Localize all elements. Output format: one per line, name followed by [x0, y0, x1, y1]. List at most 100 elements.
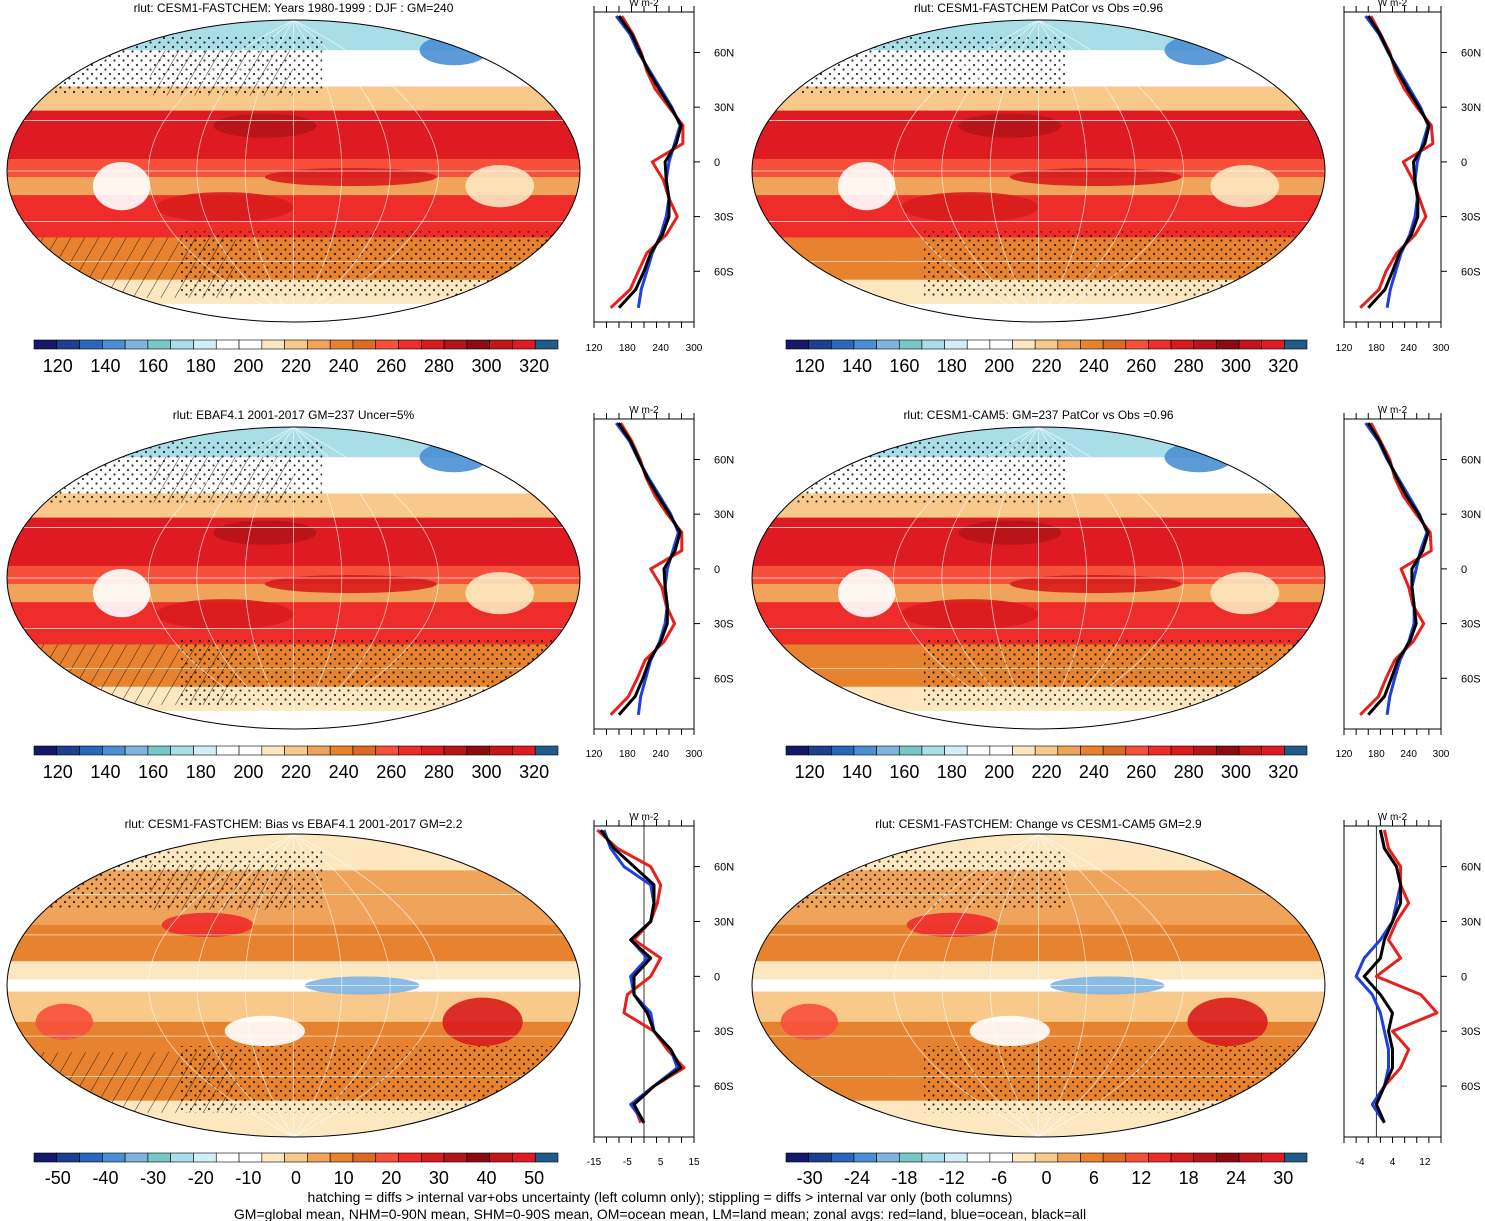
- colorbar-swatch: [989, 339, 1013, 350]
- zonal-lat-label: 60N: [1461, 454, 1481, 466]
- colorbar-swatch: [170, 1152, 194, 1163]
- zonal-unit: W m-2: [629, 812, 659, 823]
- map-outline: [751, 426, 1326, 730]
- zonal-x-label: 15: [688, 1157, 700, 1168]
- colorbar-swatch: [876, 339, 900, 350]
- colorbar-swatch: [238, 339, 263, 350]
- colorbar-swatch: [33, 339, 58, 350]
- colorbar-swatch: [261, 1152, 285, 1163]
- colorbar-swatch: [1080, 1152, 1104, 1163]
- field-blob: [264, 167, 437, 187]
- graticule-lon: [293, 834, 343, 1137]
- colorbar-swatch: [831, 1152, 855, 1163]
- colorbar-swatch: [352, 1152, 377, 1163]
- colorbar-label: 140: [90, 356, 120, 376]
- colorbar-swatch: [398, 745, 422, 756]
- graticule-lon: [941, 20, 1039, 322]
- field-blob: [1164, 35, 1234, 66]
- zonal-lat-label: 0: [1461, 971, 1467, 983]
- hatching: [7, 1052, 237, 1113]
- colorbar-swatch: [375, 745, 399, 756]
- colorbar-swatch: [466, 339, 490, 350]
- zonal-x-label: -4: [1356, 1157, 1365, 1168]
- colorbar-swatch: [329, 339, 354, 350]
- colorbar-swatch: [1125, 745, 1149, 756]
- colorbar-label: 200: [984, 356, 1014, 376]
- colorbar-label: 260: [376, 762, 406, 782]
- field-blob: [1210, 571, 1280, 615]
- graticule-lon: [1038, 427, 1088, 729]
- stippling: [752, 35, 1068, 96]
- field-blob: [92, 568, 151, 618]
- map-field: [752, 20, 1325, 322]
- colorbar-swatch: [966, 745, 991, 756]
- colorbar-label: 120: [795, 356, 825, 376]
- zonal-lat-label: 30S: [1461, 212, 1481, 224]
- colorbar-swatch: [1080, 745, 1104, 756]
- colorbar-swatch: [1193, 745, 1217, 756]
- colorbar-label: -18: [891, 1168, 917, 1188]
- graticule-lon: [293, 834, 439, 1137]
- zonal-lat-label: 60N: [1461, 862, 1481, 874]
- colorbar-swatch: [1034, 339, 1059, 350]
- colorbar-label: 280: [1174, 762, 1204, 782]
- panel-title: rlut: CESM1-CAM5: GM=237 PatCor vs Obs =…: [903, 408, 1173, 422]
- colorbar-label: 20: [381, 1168, 401, 1188]
- colorbar-swatch: [853, 1152, 877, 1163]
- colorbar-swatch: [1012, 339, 1036, 350]
- zonal-series-all: [617, 15, 683, 309]
- zonal-lat-label: 60N: [714, 454, 734, 466]
- zonal-x-label: 240: [652, 343, 669, 354]
- colorbar-swatch: [193, 1152, 217, 1163]
- colorbar-label: 200: [233, 762, 263, 782]
- graticule-lon: [1038, 20, 1088, 322]
- graticule-lon: [1038, 20, 1136, 322]
- colorbar-label: 240: [329, 762, 359, 782]
- colorbar-swatch: [56, 339, 80, 350]
- zonal-x-label: 300: [686, 343, 703, 354]
- zonal-unit: W m-2: [629, 0, 659, 9]
- colorbar-swatch: [1034, 745, 1059, 756]
- field-blob: [1009, 574, 1182, 594]
- zonal-lat-label: 30S: [714, 1026, 734, 1038]
- colorbar-label: 6: [1089, 1168, 1099, 1188]
- colorbar-swatch: [534, 745, 559, 756]
- colorbar-swatch: [284, 1152, 308, 1163]
- zonal-unit: W m-2: [1378, 0, 1408, 9]
- colorbar-swatch: [489, 1152, 513, 1163]
- colorbar-swatch: [898, 745, 923, 756]
- field-blob: [465, 571, 535, 615]
- colorbar-label: -6: [991, 1168, 1007, 1188]
- colorbar-swatch: [876, 745, 900, 756]
- colorbar-swatch: [466, 1152, 490, 1163]
- zonal-x-label: 240: [1400, 749, 1417, 760]
- zonal-x-label: 240: [1400, 343, 1417, 354]
- field-blob: [419, 442, 489, 473]
- field-blob: [213, 520, 317, 545]
- colorbar-label: -40: [92, 1168, 118, 1188]
- colorbar-swatch: [1261, 1152, 1285, 1163]
- colorbar-swatch: [443, 1152, 468, 1163]
- graticule-lon: [293, 427, 343, 729]
- zonal-x-label: 4: [1390, 1157, 1396, 1168]
- colorbar-swatch: [944, 339, 968, 350]
- zonal-x-label: 180: [1368, 343, 1385, 354]
- field-blob: [958, 113, 1062, 138]
- colorbar-swatch: [921, 745, 945, 756]
- colorbar-label: 10: [334, 1168, 354, 1188]
- colorbar-swatch: [443, 745, 468, 756]
- colorbar-swatch: [785, 1152, 809, 1163]
- graticule-lon: [1038, 834, 1088, 1137]
- colorbar-swatch: [512, 339, 536, 350]
- colorbar-swatch: [898, 1152, 923, 1163]
- colorbar-label: 300: [1221, 762, 1251, 782]
- panel-title: rlut: CESM1-FASTCHEM: Years 1980-1999 : …: [134, 1, 454, 15]
- field-blob: [213, 113, 317, 138]
- field-blob: [92, 161, 151, 211]
- colorbar-swatch: [808, 745, 832, 756]
- field-blob: [155, 599, 294, 630]
- graticule-lon: [293, 427, 391, 729]
- field-blob: [1009, 167, 1182, 187]
- colorbar-swatch: [329, 745, 354, 756]
